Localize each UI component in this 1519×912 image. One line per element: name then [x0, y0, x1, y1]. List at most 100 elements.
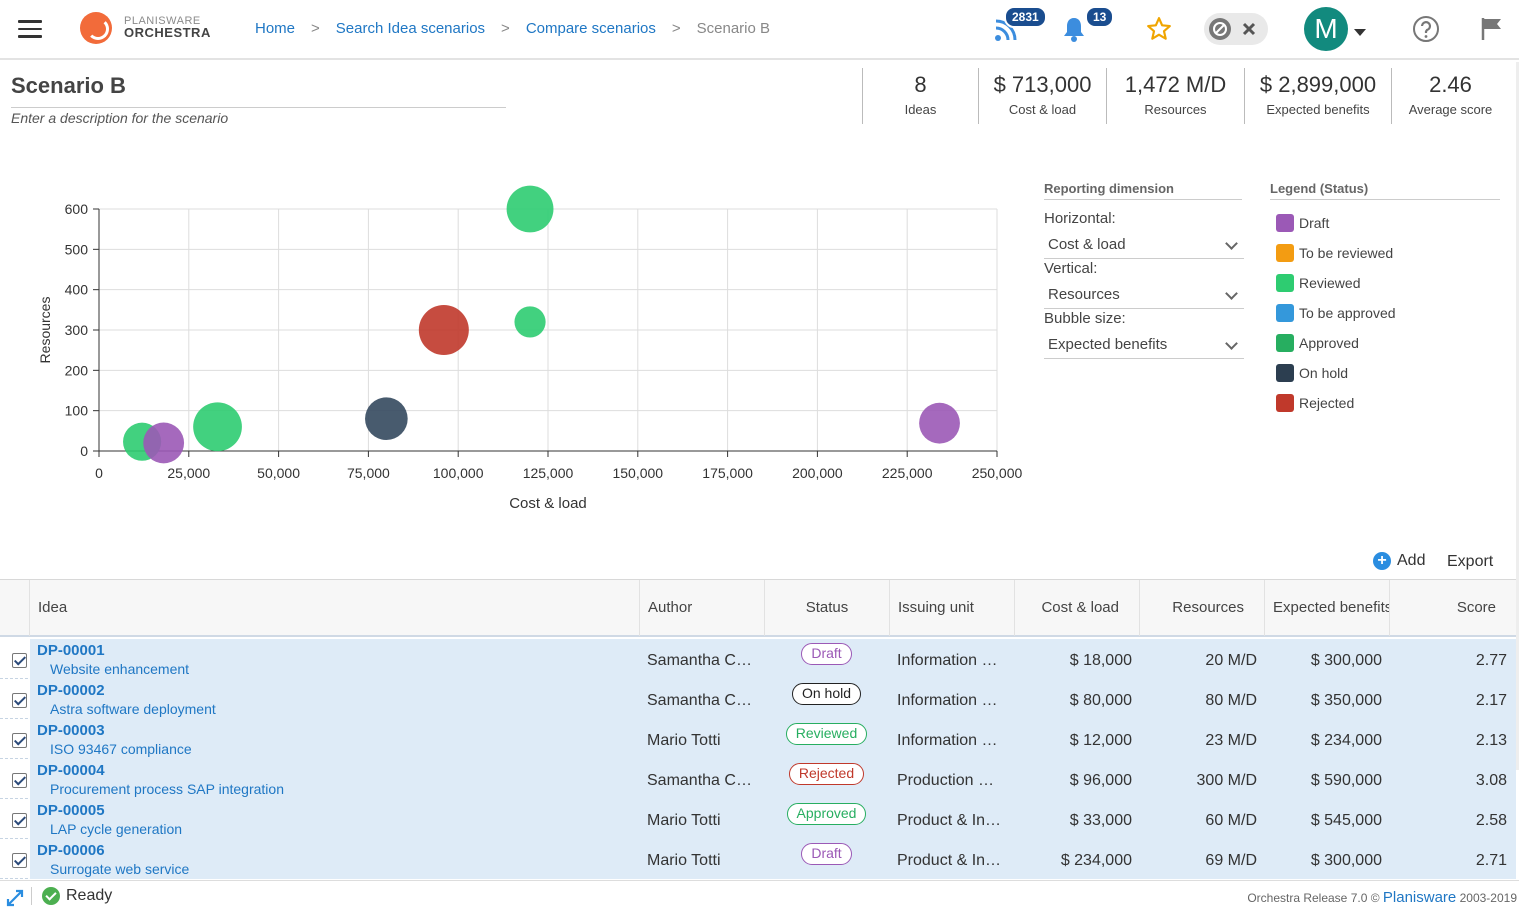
ready-label: Ready	[66, 887, 113, 904]
row-checkbox[interactable]	[12, 813, 27, 828]
logo[interactable]: PLANISWARE ORCHESTRA	[124, 15, 211, 39]
bubble-size-select[interactable]: Expected benefits	[1044, 333, 1244, 359]
table-row[interactable]: DP-00006 Surrogate web service Mario Totti…	[0, 839, 1516, 879]
kpi-label: Ideas	[904, 102, 937, 117]
logo-icon[interactable]	[80, 12, 112, 44]
row-background	[30, 839, 1516, 879]
legend-label: Draft	[1299, 215, 1330, 231]
horizontal-select[interactable]: Cost & load	[1044, 233, 1244, 259]
scrollbar[interactable]	[1516, 62, 1519, 770]
cell-cost-load: $ 33,000	[1069, 812, 1132, 829]
cell-issuing-unit: Information …	[897, 692, 998, 709]
star-icon[interactable]	[1146, 16, 1172, 47]
idea-id-link[interactable]: DP-00001	[37, 642, 105, 659]
idea-name-link[interactable]: Website enhancement	[50, 661, 190, 677]
row-checkbox[interactable]	[12, 853, 27, 868]
x-tick-label: 125,000	[523, 465, 574, 481]
kpi-expected-benefits: $ 2,899,000 Expected benefits	[1244, 68, 1391, 124]
cell-resources: 80 M/D	[1205, 692, 1257, 709]
x-tick-label: 75,000	[347, 465, 390, 481]
flag-icon[interactable]	[1481, 17, 1503, 46]
column-author[interactable]: Author	[639, 580, 764, 636]
bubble-point[interactable]	[506, 185, 554, 233]
column-idea[interactable]: Idea	[29, 580, 639, 636]
table-row[interactable]: DP-00004 Procurement process SAP integrat…	[0, 759, 1516, 799]
cell-score: 2.17	[1475, 692, 1507, 709]
row-checkbox[interactable]	[12, 693, 27, 708]
y-tick-label: 600	[65, 201, 89, 217]
legend-swatch	[1276, 394, 1294, 412]
page-title: Scenario B	[11, 73, 126, 98]
idea-id-link[interactable]: DP-00006	[37, 842, 105, 859]
row-background	[30, 719, 1516, 759]
idea-id-link[interactable]: DP-00003	[37, 722, 105, 739]
idea-name-link[interactable]: LAP cycle generation	[50, 821, 183, 837]
bubble-point[interactable]	[919, 402, 960, 444]
kpi-average-score: 2.46 Average score	[1391, 68, 1509, 124]
recorder-toggle[interactable]	[1204, 13, 1268, 45]
idea-name-link[interactable]: Surrogate web service	[50, 861, 190, 877]
column-resources[interactable]: Resources	[1139, 580, 1264, 636]
idea-id-link[interactable]: DP-00005	[37, 802, 105, 819]
bubble-point[interactable]	[193, 402, 242, 452]
breadcrumb-search-idea-scenarios[interactable]: Search Idea scenarios	[335, 20, 486, 37]
cell-author: Mario Totti	[647, 812, 721, 829]
cell-status: Rejected	[764, 759, 889, 799]
bubble-point[interactable]	[514, 306, 546, 338]
idea-id-link[interactable]: DP-00004	[37, 762, 105, 779]
kpi-value: 8	[914, 72, 927, 97]
row-checkbox[interactable]	[12, 773, 27, 788]
table-row[interactable]: DP-00001 Website enhancement Samantha C… In…	[0, 639, 1516, 679]
y-tick-label: 400	[65, 282, 89, 298]
export-button[interactable]: Export	[1447, 553, 1494, 570]
bubble-point[interactable]	[418, 305, 469, 355]
status-badge: Approved	[786, 803, 867, 825]
row-checkbox[interactable]	[12, 653, 27, 668]
idea-name-link[interactable]: ISO 93467 compliance	[50, 741, 192, 757]
bell-icon[interactable]	[1062, 16, 1086, 47]
column-expected-benefits[interactable]: Expected benefits	[1264, 580, 1389, 636]
cell-author: Mario Totti	[647, 852, 721, 869]
vertical-select[interactable]: Resources	[1044, 283, 1244, 309]
legend-label: Rejected	[1299, 395, 1355, 411]
breadcrumb: Home > Search Idea scenarios > Compare s…	[255, 20, 770, 37]
cell-resources: 20 M/D	[1205, 652, 1257, 669]
bubble-point[interactable]	[143, 422, 185, 464]
cell-status: Draft	[764, 639, 889, 679]
column-issuing-unit[interactable]: Issuing unit	[889, 580, 1014, 636]
kpi-label: Average score	[1408, 102, 1493, 117]
row-checkbox[interactable]	[12, 733, 27, 748]
help-icon[interactable]	[1412, 15, 1440, 48]
breadcrumb-home[interactable]: Home	[255, 20, 296, 37]
idea-id-link[interactable]: DP-00002	[37, 682, 105, 699]
legend-item: To be approved	[1276, 304, 1396, 322]
close-icon[interactable]	[1242, 22, 1256, 36]
brand-link[interactable]: Planisware	[1382, 889, 1457, 906]
cell-author: Samantha C…	[647, 692, 752, 709]
menu-icon[interactable]	[18, 20, 42, 38]
expand-icon[interactable]	[6, 889, 24, 912]
table-row[interactable]: DP-00005 LAP cycle generation Mario Totti P…	[0, 799, 1516, 839]
y-tick-label: 300	[65, 322, 89, 338]
status-badge: Reviewed	[785, 723, 868, 745]
table-row[interactable]: DP-00003 ISO 93467 compliance Mario Totti I…	[0, 719, 1516, 759]
legend-heading: Legend (Status)	[1270, 181, 1500, 200]
column-cost-load[interactable]: Cost & load	[1014, 580, 1139, 636]
chevron-down-icon[interactable]	[1354, 24, 1366, 42]
add-button[interactable]: + Add	[1373, 552, 1425, 570]
table-row[interactable]: DP-00002 Astra software deployment Samanth…	[0, 679, 1516, 719]
avatar[interactable]: M	[1304, 7, 1348, 51]
table-header: Idea Author Status Issuing unit Cost & l…	[0, 579, 1516, 637]
kpi-value: $ 2,899,000	[1259, 72, 1377, 97]
column-score[interactable]: Score	[1389, 580, 1516, 636]
legend-item: Rejected	[1276, 394, 1354, 412]
legend-label: On hold	[1299, 365, 1349, 381]
description-field[interactable]: Enter a description for the scenario	[11, 107, 506, 126]
idea-name-link[interactable]: Procurement process SAP integration	[50, 781, 284, 797]
status-badge: Rejected	[788, 763, 865, 785]
kpi-resources: 1,472 M/D Resources	[1106, 68, 1244, 124]
breadcrumb-compare-scenarios[interactable]: Compare scenarios	[525, 20, 656, 37]
idea-name-link[interactable]: Astra software deployment	[50, 701, 216, 717]
column-status[interactable]: Status	[764, 580, 889, 636]
bubble-point[interactable]	[365, 397, 408, 441]
